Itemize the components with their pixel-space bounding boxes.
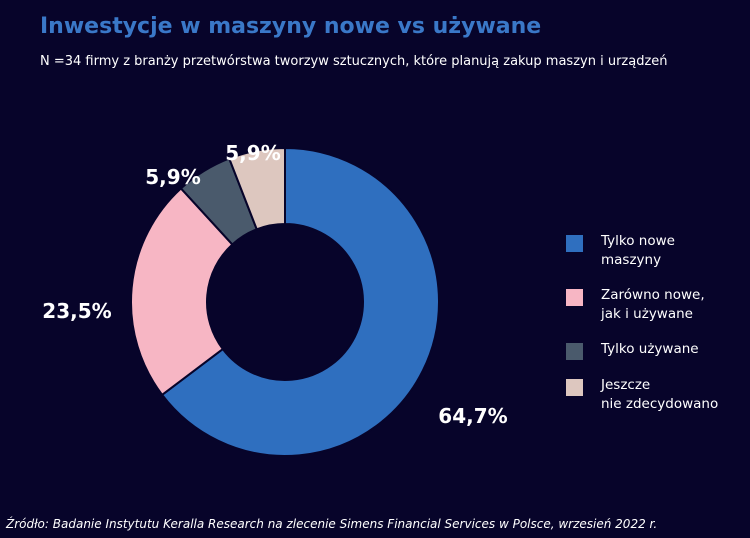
legend-item-1: Tylko nowe maszyny	[566, 232, 746, 270]
legend-swatch	[566, 289, 583, 306]
donut-slice-1	[160, 146, 440, 457]
legend-label: Jeszcze nie zdecydowano	[601, 377, 719, 412]
legend-item-4: Jeszcze nie zdecydowano	[566, 376, 746, 414]
chart-legend: Tylko nowe maszyny Zarówno nowe, jak i uż…	[566, 232, 746, 430]
legend-label: Tylko nowe maszyny	[601, 233, 675, 268]
legend-swatch	[566, 235, 583, 252]
legend-label: Tylko używane	[601, 341, 699, 357]
legend-swatch	[566, 343, 583, 360]
donut-slice-2	[130, 187, 234, 397]
chart-title: Inwestycje w maszyny nowe vs używane	[40, 14, 542, 39]
source-note: Źródło: Badanie Instytutu Keralla Resear…	[6, 517, 658, 531]
slice-data-label-4: 5,9%	[225, 141, 280, 165]
slice-data-label-3: 5,9%	[145, 165, 200, 189]
legend-label: Zarówno nowe, jak i używane	[601, 287, 705, 322]
donut-slice-4	[227, 146, 286, 231]
legend-item-2: Zarówno nowe, jak i używane	[566, 286, 746, 324]
slice-data-label-1: 64,7%	[438, 404, 507, 428]
chart-subtitle: N =34 firmy z branży przetwórstwa tworzy…	[40, 54, 668, 69]
slice-data-label-2: 23,5%	[42, 299, 111, 323]
legend-swatch	[566, 379, 583, 396]
legend-item-3: Tylko używane	[566, 340, 746, 360]
